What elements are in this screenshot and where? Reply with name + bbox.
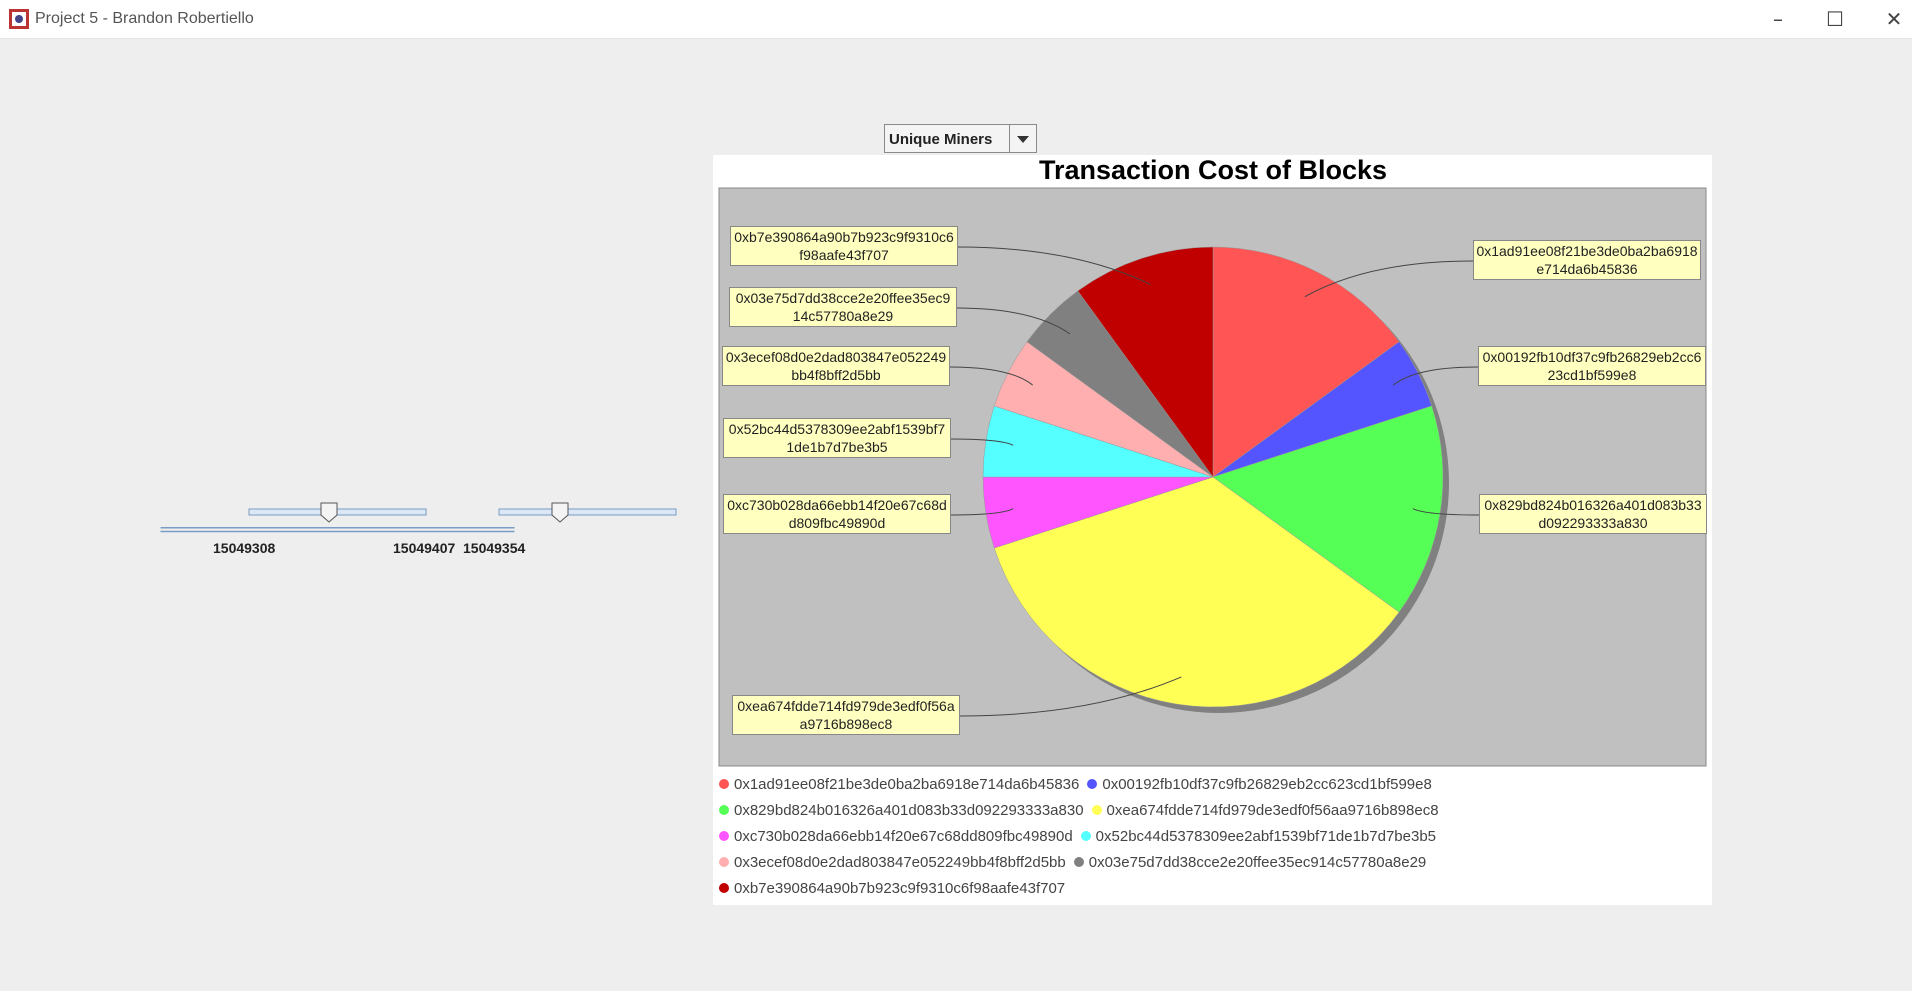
pie-label: 0x03e75d7dd38cce2e20ffee35ec914c57780a8e… [729, 287, 957, 327]
view-dropdown[interactable]: Unique Miners [884, 124, 1037, 153]
legend-item: 0x00192fb10df37c9fb26829eb2cc623cd1bf599… [1087, 775, 1432, 793]
legend: 0x1ad91ee08f21be3de0ba2ba6918e714da6b458… [719, 775, 1709, 897]
pie-label: 0x829bd824b016326a401d083b33d092293333a8… [1479, 494, 1707, 534]
legend-label: 0xb7e390864a90b7b923c9f9310c6f98aafe43f7… [734, 879, 1066, 897]
legend-swatch [1087, 779, 1098, 789]
leader-line [955, 307, 1071, 335]
legend-label: 0x829bd824b016326a401d083b33d092293333a8… [734, 801, 1084, 819]
legend-swatch [1091, 805, 1102, 815]
dropdown-text: Unique Miners [889, 131, 993, 148]
legend-label: 0xc730b028da66ebb14f20e67c68dd809fbc4989… [734, 827, 1073, 845]
legend-item: 0xb7e390864a90b7b923c9f9310c6f98aafe43f7… [719, 879, 1065, 897]
maximize-button[interactable]: ☐ [1826, 7, 1844, 31]
leader-line [949, 438, 1014, 446]
pie-label: 0x52bc44d5378309ee2abf1539bf71de1b7d7be3… [723, 418, 951, 458]
legend-item: 0x1ad91ee08f21be3de0ba2ba6918e714da6b458… [719, 775, 1079, 793]
leader-line [949, 508, 1014, 516]
legend-swatch [1080, 831, 1091, 841]
pie-label: 0x00192fb10df37c9fb26829eb2cc623cd1bf599… [1478, 346, 1706, 386]
pie-slice [1077, 246, 1214, 478]
legend-swatch [719, 779, 729, 789]
slider-min-label: 15049308 [213, 540, 276, 556]
legend-label: 0x1ad91ee08f21be3de0ba2ba6918e714da6b458… [734, 775, 1080, 793]
app-icon [9, 9, 29, 29]
legend-label: 0x00192fb10df37c9fb26829eb2cc623cd1bf599… [1102, 775, 1432, 793]
legend-label: 0xea674fdde714fd979de3edf0f56aa9716b898e… [1106, 801, 1439, 819]
pie-slice [1212, 405, 1444, 613]
chart-title: Transaction Cost of Blocks [1039, 155, 1387, 185]
legend-item: 0x829bd824b016326a401d083b33d092293333a8… [719, 801, 1084, 819]
pie-label: 0xc730b028da66ebb14f20e67c68dd809fbc4989… [723, 494, 951, 534]
leader-line [1393, 366, 1479, 386]
slider-max-label: 15049407 [393, 540, 456, 556]
slider-2[interactable] [498, 502, 677, 523]
leader-line [956, 246, 1151, 285]
pie-label: 0xea674fdde714fd979de3edf0f56aa9716b898e… [732, 695, 960, 735]
pie-label: 0x1ad91ee08f21be3de0ba2ba6918e714da6b458… [1473, 240, 1701, 280]
legend-item: 0x3ecef08d0e2dad803847e052249bb4f8bff2d5… [719, 853, 1066, 871]
dropdown-arrow[interactable] [1009, 125, 1036, 152]
pie-label: 0x3ecef08d0e2dad803847e052249bb4f8bff2d5… [722, 346, 950, 386]
close-button[interactable]: ✕ [1885, 7, 1903, 31]
window-title: Project 5 - Brandon Robertiello [35, 10, 254, 27]
leader-line [1304, 260, 1474, 298]
leader-line [1412, 508, 1480, 516]
minimize-button[interactable]: – [1773, 7, 1783, 31]
legend-label: 0x3ecef08d0e2dad803847e052249bb4f8bff2d5… [734, 853, 1066, 871]
slider-value-label: 15049354 [463, 540, 526, 556]
legend-swatch [719, 805, 729, 815]
legend-swatch [1073, 857, 1084, 867]
leader-line [958, 676, 1182, 717]
legend-item: 0x03e75d7dd38cce2e20ffee35ec914c57780a8e… [1073, 853, 1427, 871]
slider-1[interactable] [160, 502, 515, 533]
pie-slice [993, 476, 1400, 708]
legend-swatch [719, 883, 729, 893]
leader-line [948, 366, 1033, 386]
legend-swatch [719, 857, 729, 867]
pie-slice [1212, 246, 1400, 478]
title-bar: Project 5 - Brandon Robertiello – ☐ ✕ [0, 0, 1912, 39]
legend-item: 0x52bc44d5378309ee2abf1539bf71de1b7d7be3… [1080, 827, 1437, 845]
pie-label: 0xb7e390864a90b7b923c9f9310c6f98aafe43f7… [730, 226, 958, 266]
legend-label: 0x52bc44d5378309ee2abf1539bf71de1b7d7be3… [1095, 827, 1437, 845]
legend-label: 0x03e75d7dd38cce2e20ffee35ec914c57780a8e… [1088, 853, 1427, 871]
legend-item: 0xea674fdde714fd979de3edf0f56aa9716b898e… [1091, 801, 1439, 819]
legend-swatch [719, 831, 729, 841]
legend-item: 0xc730b028da66ebb14f20e67c68dd809fbc4989… [719, 827, 1073, 845]
